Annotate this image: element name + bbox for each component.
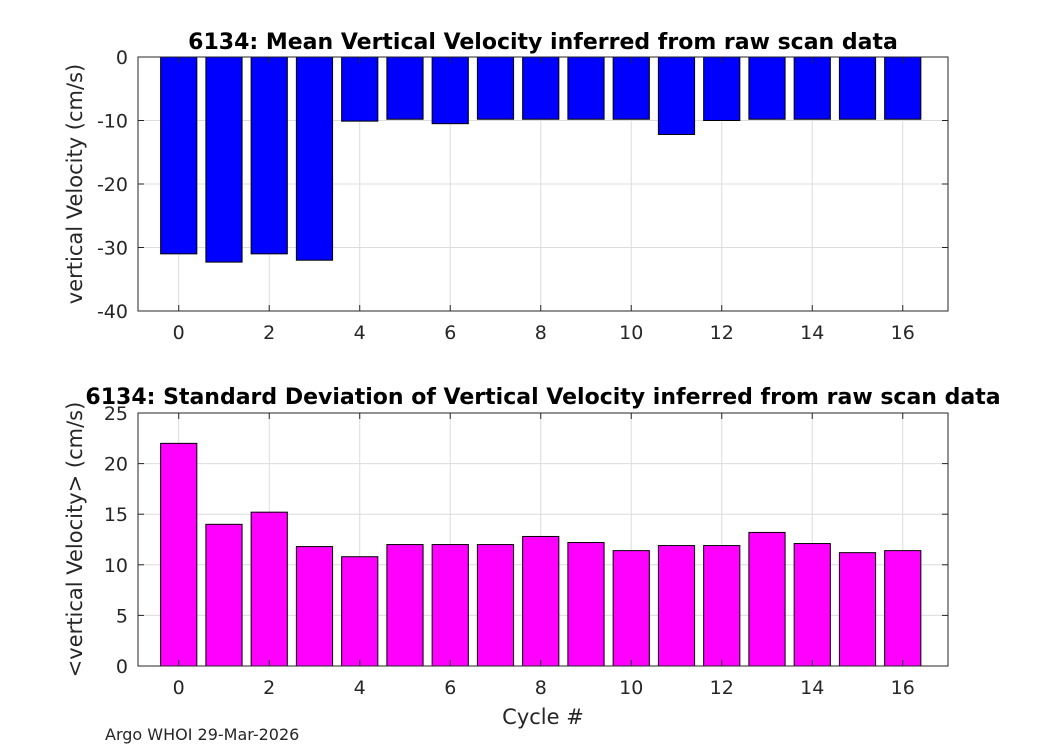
std-chart-ytick-label: 25	[104, 403, 128, 425]
mean-chart-bar	[748, 56, 786, 120]
std-chart-xtick-label: 0	[173, 677, 185, 699]
mean-chart-bar	[205, 56, 243, 263]
std-chart-xtick-label: 10	[619, 677, 643, 699]
std-chart-xtick-label: 8	[535, 677, 547, 699]
std-chart-bar	[567, 542, 605, 667]
std-chart-bar	[793, 543, 831, 667]
std-chart-title: 6134: Standard Deviation of Vertical Vel…	[85, 385, 1000, 410]
std-chart-xtick-label: 4	[354, 677, 366, 699]
mean-chart-ytick-label: -10	[97, 111, 128, 133]
std-chart-xtick-label: 16	[891, 677, 915, 699]
mean-chart-bar	[341, 56, 379, 122]
footer-credit: Argo WHOI 29-Mar-2026	[105, 725, 300, 744]
std-chart-bar	[522, 535, 560, 667]
std-chart-ytick-label: 0	[116, 656, 128, 678]
std-chart-bar	[703, 545, 741, 667]
mean-chart-bar	[386, 56, 424, 120]
mean-chart-xtick-label: 4	[354, 322, 366, 344]
mean-chart-xtick-label: 10	[619, 322, 643, 344]
std-chart-bar	[205, 523, 243, 667]
std-chart-bar	[748, 531, 786, 667]
std-chart-xtick-label: 6	[444, 677, 456, 699]
mean-chart-xtick-label: 2	[263, 322, 275, 344]
mean-chart-bar	[522, 56, 560, 120]
std-chart-xlabel: Cycle #	[502, 705, 584, 729]
std-chart-bar	[160, 442, 198, 667]
mean-chart-bar	[250, 56, 288, 255]
mean-chart: 0 2 4 6 8 10 12 14 16 -40 -30 -20 -10 0 6134: Mean Ver…	[63, 30, 949, 344]
std-chart-bar	[386, 544, 424, 667]
std-chart-bar	[431, 544, 469, 667]
std-chart-bar	[838, 552, 877, 667]
mean-chart-bar	[567, 56, 605, 120]
std-chart-ylabel: <vertical Velocity> (cm/s)	[63, 402, 87, 678]
mean-chart-bar	[793, 56, 831, 120]
mean-chart-xtick-label: 14	[800, 322, 824, 344]
mean-chart-bar	[476, 56, 515, 120]
std-chart-axes-box	[137, 412, 949, 667]
mean-chart-bar	[431, 56, 469, 125]
mean-chart-bar	[657, 56, 696, 135]
mean-chart-bar	[295, 56, 334, 261]
mean-chart-xtick-label: 0	[173, 322, 185, 344]
std-chart-ytick-label: 20	[104, 454, 128, 476]
mean-chart-title: 6134: Mean Vertical Velocity inferred fr…	[188, 30, 898, 55]
mean-chart-xtick-label: 12	[710, 322, 734, 344]
mean-chart-xtick-label: 6	[444, 322, 456, 344]
std-chart-xtick-label: 12	[710, 677, 734, 699]
mean-chart-xtick-label: 16	[891, 322, 915, 344]
std-chart-bar	[884, 550, 922, 667]
mean-chart-bar	[703, 56, 741, 121]
std-chart-ytick-label: 15	[104, 504, 128, 526]
std-chart-ytick-label: 5	[116, 605, 128, 627]
mean-chart-ytick-label: 0	[116, 47, 128, 69]
std-chart-bar	[250, 511, 288, 667]
mean-chart-ytick-label: -30	[97, 238, 128, 260]
mean-chart-ytick-label: -40	[97, 301, 128, 323]
std-chart-ytick-label: 10	[104, 555, 128, 577]
std-chart-bar	[657, 545, 696, 667]
mean-chart-bar	[884, 56, 922, 120]
std-chart-bar	[612, 550, 650, 667]
mean-chart-ylabel: vertical Velocity (cm/s)	[63, 64, 87, 304]
std-chart-bar	[476, 544, 515, 667]
std-chart-bar	[295, 546, 334, 667]
mean-chart-bar	[612, 56, 650, 120]
mean-chart-bar	[160, 56, 198, 255]
mean-chart-bar	[838, 56, 877, 120]
mean-chart-xtick-label: 8	[535, 322, 547, 344]
std-chart-xtick-label: 14	[800, 677, 824, 699]
std-chart-bar	[341, 556, 379, 667]
mean-chart-ytick-label: -20	[97, 174, 128, 196]
std-chart-xtick-label: 2	[263, 677, 275, 699]
